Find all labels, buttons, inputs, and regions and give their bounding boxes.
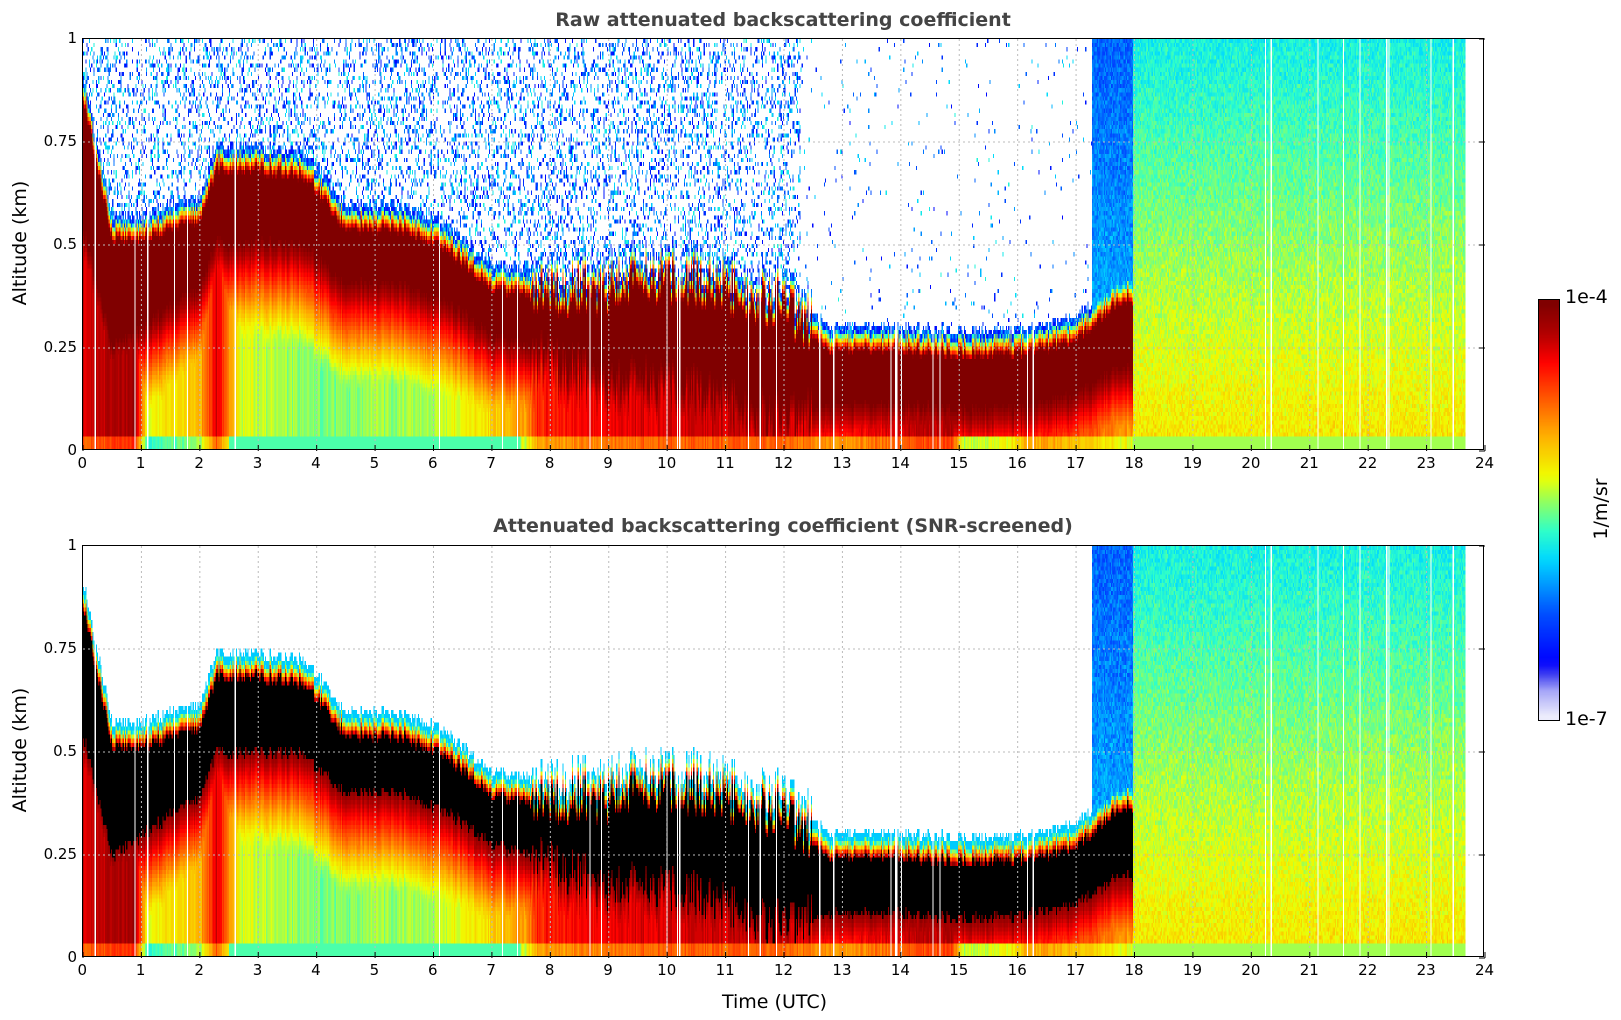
x-tick-label: 17 xyxy=(1066,454,1086,472)
x-tick-label: 11 xyxy=(715,961,735,979)
screened-backscatter-plot xyxy=(82,545,1486,959)
x-tick-label: 24 xyxy=(1475,454,1495,472)
x-tick-label: 19 xyxy=(1182,454,1202,472)
x-tick-label: 10 xyxy=(657,961,677,979)
x-tick-label: 14 xyxy=(890,454,910,472)
x-tick-label: 4 xyxy=(311,454,321,472)
x-tick-label: 21 xyxy=(1299,454,1319,472)
x-axis-label: Time (UTC) xyxy=(722,991,828,1013)
y-tick-label: 0 xyxy=(67,948,77,966)
colorbar-gradient xyxy=(1539,300,1559,720)
x-tick-label: 16 xyxy=(1007,454,1027,472)
x-tick-label: 5 xyxy=(369,454,380,472)
top-y-axis-label: Altitude (km) xyxy=(9,180,31,306)
x-tick-label: 1 xyxy=(135,961,146,979)
x-tick-label: 20 xyxy=(1241,961,1261,979)
x-tick-label: 8 xyxy=(544,454,555,472)
x-tick-label: 12 xyxy=(774,454,794,472)
colorbar-units-label: 1/m/sr xyxy=(1590,478,1612,540)
y-tick-label: 0.5 xyxy=(53,742,77,760)
x-tick-label: 10 xyxy=(657,454,677,472)
x-tick-label: 0 xyxy=(77,454,88,472)
x-tick-label: 19 xyxy=(1182,961,1202,979)
x-tick-label: 16 xyxy=(1007,961,1027,979)
x-tick-label: 15 xyxy=(949,454,969,472)
x-tick-label: 12 xyxy=(774,961,794,979)
x-tick-label: 6 xyxy=(428,961,438,979)
x-tick-label: 7 xyxy=(486,454,496,472)
x-tick-label: 0 xyxy=(77,961,88,979)
x-tick-label: 8 xyxy=(544,961,555,979)
y-tick-label: 0.25 xyxy=(43,338,77,356)
y-tick-label: 1 xyxy=(67,29,77,47)
y-tick-label: 0.75 xyxy=(43,639,77,657)
screened-grid xyxy=(82,545,1486,959)
y-tick-label: 1 xyxy=(67,536,77,554)
y-tick-label: 0.75 xyxy=(43,132,77,150)
x-tick-label: 4 xyxy=(311,961,321,979)
x-tick-label: 15 xyxy=(949,961,969,979)
top-panel-title: Raw attenuated backscattering coefficien… xyxy=(555,9,1011,31)
x-tick-label: 1 xyxy=(135,454,146,472)
colorbar xyxy=(1538,299,1560,721)
x-tick-label: 13 xyxy=(832,454,852,472)
x-tick-label: 7 xyxy=(486,961,496,979)
bottom-panel-title: Attenuated backscattering coefficient (S… xyxy=(493,515,1073,537)
x-tick-label: 22 xyxy=(1358,961,1378,979)
raw-backscatter-plot xyxy=(82,38,1486,452)
x-tick-label: 22 xyxy=(1358,454,1378,472)
x-tick-label: 3 xyxy=(252,961,263,979)
x-tick-label: 2 xyxy=(194,961,204,979)
x-tick-label: 6 xyxy=(428,454,438,472)
y-tick-label: 0 xyxy=(67,441,77,459)
x-tick-label: 9 xyxy=(603,454,613,472)
x-tick-label: 23 xyxy=(1416,454,1436,472)
raw-grid xyxy=(82,38,1486,452)
x-tick-label: 21 xyxy=(1299,961,1319,979)
y-tick-label: 0.25 xyxy=(43,845,77,863)
x-tick-label: 11 xyxy=(715,454,735,472)
x-tick-label: 18 xyxy=(1124,454,1144,472)
colorbar-min-label: 1e-7 xyxy=(1565,708,1608,730)
x-tick-label: 14 xyxy=(890,961,910,979)
x-tick-label: 18 xyxy=(1124,961,1144,979)
colorbar-max-label: 1e-4 xyxy=(1565,286,1608,308)
x-tick-label: 17 xyxy=(1066,961,1086,979)
x-tick-label: 3 xyxy=(252,454,263,472)
x-tick-label: 5 xyxy=(369,961,380,979)
y-tick-label: 0.5 xyxy=(53,235,77,253)
x-tick-label: 9 xyxy=(603,961,613,979)
x-tick-label: 23 xyxy=(1416,961,1436,979)
x-tick-label: 20 xyxy=(1241,454,1261,472)
bottom-y-axis-label: Altitude (km) xyxy=(9,687,31,813)
x-tick-label: 2 xyxy=(194,454,204,472)
x-tick-label: 13 xyxy=(832,961,852,979)
x-tick-label: 24 xyxy=(1475,961,1495,979)
